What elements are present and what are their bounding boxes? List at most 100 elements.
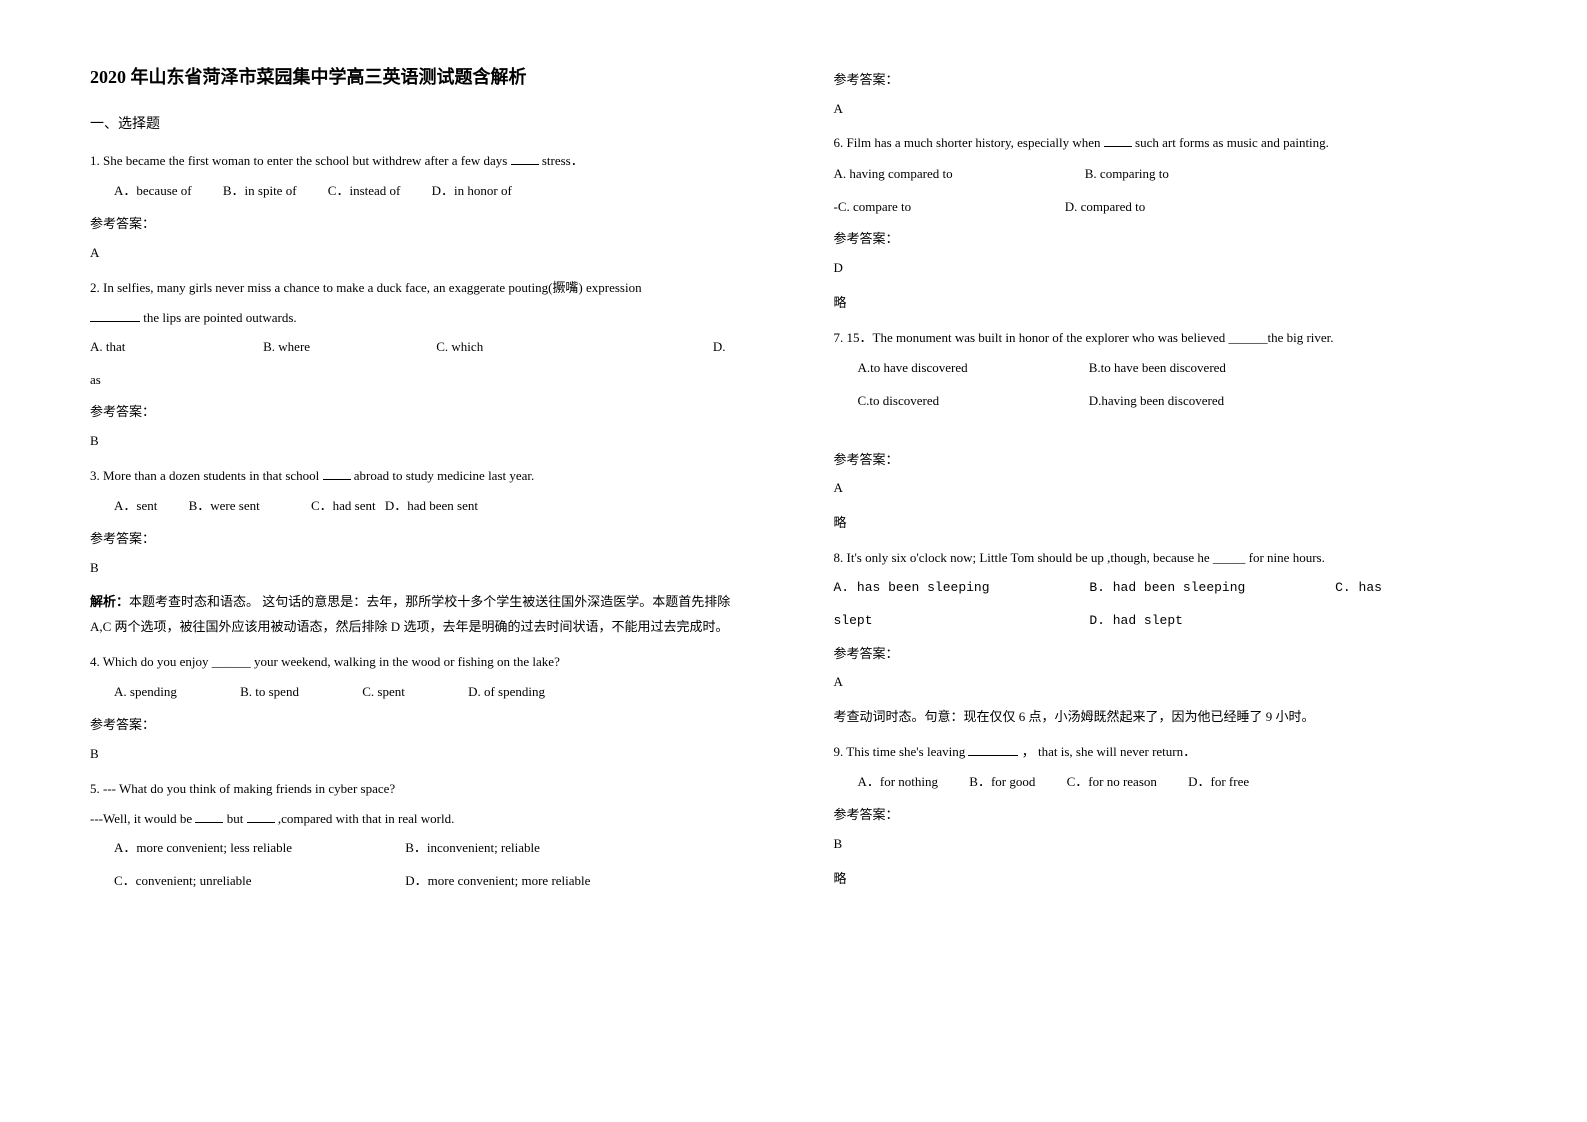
q9-extra: 略 — [834, 867, 1498, 892]
q5-2c: ,compared with that in real world. — [278, 811, 455, 826]
q6-options-row2: -C. compare to D. compared to — [834, 195, 1498, 220]
opt-d: D．had been sent — [385, 494, 478, 519]
answer-label: 参考答案： — [834, 803, 1498, 828]
q5-2a: ---Well, it would be — [90, 811, 195, 826]
q6-stem-a: 6. Film has a much shorter history, espe… — [834, 135, 1101, 150]
q9-answer: B — [834, 832, 1498, 857]
q5-text2: ---Well, it would be but ,compared with … — [90, 807, 754, 832]
right-column: 参考答案： A 6. Film has a much shorter histo… — [794, 60, 1518, 1062]
q3-text: 3. More than a dozen students in that sc… — [90, 464, 754, 489]
q7-options-row2: C.to discovered D.having been discovered — [834, 389, 1498, 414]
opt-b: B．in spite of — [223, 179, 297, 204]
opt-d: D. of spending — [468, 680, 545, 705]
q2-answer: B — [90, 429, 754, 454]
analysis-text: 本题考查时态和语态。 这句话的意思是：去年，那所学校十多个学生被送往国外深造医学… — [90, 594, 730, 634]
q5-options-row2: C．convenient; unreliable D．more convenie… — [90, 869, 754, 894]
opt-c: C．had sent — [311, 494, 376, 519]
opt-b: B. to spend — [240, 680, 299, 705]
answer-label: 参考答案： — [834, 227, 1498, 252]
q5-options-row1: A．more convenient; less reliable B．incon… — [90, 836, 754, 861]
q2-text: 2. In selfies, many girls never miss a c… — [90, 276, 754, 301]
analysis-label: 解析： — [90, 594, 129, 609]
q5-answer: A — [834, 97, 1498, 122]
opt-d: D.having been discovered — [1089, 389, 1224, 414]
blank — [323, 467, 351, 480]
opt-a: A. has been sleeping — [834, 576, 1054, 601]
opt-a: A．for nothing — [858, 770, 939, 795]
opt-c: -C. compare to — [834, 195, 1034, 220]
q3-analysis: 解析：本题考查时态和语态。 这句话的意思是：去年，那所学校十多个学生被送往国外深… — [90, 590, 754, 639]
opt-d-part2: as — [90, 368, 754, 393]
opt-a: A.to have discovered — [858, 356, 1058, 381]
q1-stem: 1. She became the first woman to enter t… — [90, 153, 507, 168]
q2-tail: the lips are pointed outwards. — [143, 310, 296, 325]
opt-c: C. which — [436, 335, 654, 360]
q6-options-row1: A. having compared to B. comparing to — [834, 162, 1498, 187]
answer-label: 参考答案： — [834, 448, 1498, 473]
q6-text: 6. Film has a much shorter history, espe… — [834, 131, 1498, 156]
blank — [968, 743, 1018, 756]
opt-c: C. spent — [362, 680, 405, 705]
q4-answer: B — [90, 742, 754, 767]
opt-c: C．instead of — [328, 179, 401, 204]
q8-options-row2: slept D. had slept — [834, 609, 1498, 634]
opt-d: D．for free — [1188, 770, 1249, 795]
q9-stem-a: 9. This time she's leaving — [834, 744, 966, 759]
q9-options: A．for nothing B．for good C．for no reason… — [834, 770, 1498, 795]
q8-note: 考查动词时态。句意：现在仅仅 6 点，小汤姆既然起来了，因为他已经睡了 9 小时… — [834, 705, 1498, 730]
opt-c-tail: slept — [834, 609, 1054, 634]
q1-tail: stress． — [542, 153, 584, 168]
opt-a: A．sent — [114, 494, 157, 519]
opt-c: C．convenient; unreliable — [114, 869, 374, 894]
opt-b: B.to have been discovered — [1089, 356, 1226, 381]
q6-stem-b: such art forms as music and painting. — [1135, 135, 1329, 150]
q3-options: A．sent B．were sent C．had sent D．had been… — [90, 494, 754, 519]
q9-text: 9. This time she's leaving ， that is, sh… — [834, 740, 1498, 765]
opt-a: A. that — [90, 335, 235, 360]
opt-b: B. comparing to — [1085, 162, 1169, 187]
opt-b: B．for good — [969, 770, 1035, 795]
q4-options: A. spending B. to spend C. spent D. of s… — [90, 680, 754, 705]
opt-d: D．in honor of — [432, 179, 512, 204]
answer-label: 参考答案： — [90, 527, 754, 552]
opt-a: A．because of — [114, 179, 192, 204]
q5-2b: but — [227, 811, 247, 826]
opt-c: C.to discovered — [858, 389, 1058, 414]
section-header: 一、选择题 — [90, 112, 754, 139]
q1-answer: A — [90, 241, 754, 266]
opt-b: B. where — [263, 335, 408, 360]
q1-text: 1. She became the first woman to enter t… — [90, 149, 754, 174]
blank — [247, 810, 275, 823]
q6-answer: D — [834, 256, 1498, 281]
q3-stem-a: 3. More than a dozen students in that sc… — [90, 468, 323, 483]
q3-answer: B — [90, 556, 754, 581]
blank — [1104, 134, 1132, 147]
opt-c: C．for no reason — [1067, 770, 1157, 795]
opt-a: A. spending — [114, 680, 177, 705]
q8-text: 8. It's only six o'clock now; Little Tom… — [834, 546, 1498, 571]
blank — [90, 309, 140, 322]
q5-text1: 5. --- What do you think of making frien… — [90, 777, 754, 802]
q7-text: 7. 15．The monument was built in honor of… — [834, 326, 1498, 351]
answer-label: 参考答案： — [834, 68, 1498, 93]
opt-a: A．more convenient; less reliable — [114, 836, 374, 861]
opt-d: D. compared to — [1065, 195, 1146, 220]
answer-label: 参考答案： — [90, 400, 754, 425]
q8-options-row1: A. has been sleeping B. had been sleepin… — [834, 576, 1498, 601]
spacer — [834, 422, 1498, 440]
page-title: 2020 年山东省菏泽市菜园集中学高三英语测试题含解析 — [90, 60, 754, 94]
opt-c-part: C. has — [1335, 576, 1382, 601]
blank — [195, 810, 223, 823]
q2-options: A. that B. where C. which D. — [90, 335, 754, 360]
opt-d: D. had slept — [1089, 609, 1183, 634]
q2-blank-line: the lips are pointed outwards. — [90, 306, 754, 331]
answer-label: 参考答案： — [90, 212, 754, 237]
q4-text: 4. Which do you enjoy ______ your weeken… — [90, 650, 754, 675]
opt-b: B．inconvenient; reliable — [405, 836, 540, 861]
q7-extra: 略 — [834, 511, 1498, 536]
answer-label: 参考答案： — [90, 713, 754, 738]
blank — [511, 152, 539, 165]
opt-a: A. having compared to — [834, 162, 1054, 187]
opt-b: B．were sent — [189, 494, 260, 519]
q3-stem-b: abroad to study medicine last year. — [354, 468, 535, 483]
